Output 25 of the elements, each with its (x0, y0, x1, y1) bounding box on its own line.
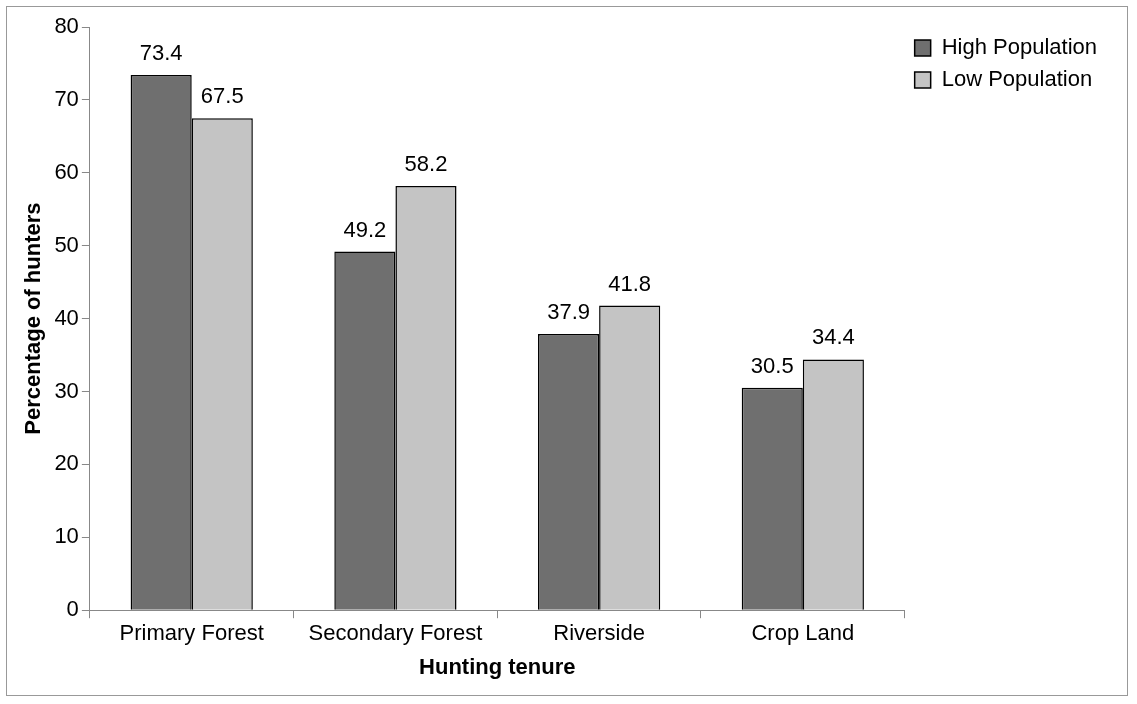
y-tick-label: 0 (66, 596, 79, 622)
x-tick-label: Crop Land (751, 620, 855, 646)
x-tick-label: Riverside (553, 620, 645, 646)
data-label: 34.4 (811, 324, 855, 350)
y-tick-label: 70 (54, 85, 79, 111)
y-tick-label: 60 (54, 158, 79, 184)
data-label: 30.5 (750, 352, 794, 378)
y-tick-label: 10 (54, 523, 79, 549)
y-tick-label: 80 (54, 13, 79, 39)
legend-label: Low Population (941, 66, 1093, 92)
data-label: 37.9 (547, 298, 590, 324)
y-tick-label: 20 (54, 450, 79, 476)
y-tick-label: 30 (54, 377, 79, 403)
x-tick-label: Secondary Forest (308, 620, 483, 646)
data-label: 73.4 (139, 40, 183, 66)
y-tick-label: 40 (54, 304, 79, 330)
legend-label: High Population (941, 34, 1098, 60)
x-axis-title: Hunting tenure (419, 653, 576, 679)
data-label: 49.2 (343, 216, 387, 242)
y-axis-title: Percentage of hunters (20, 202, 46, 435)
x-tick-label: Primary Forest (119, 620, 264, 646)
data-label: 67.5 (200, 83, 244, 109)
data-label: 41.8 (608, 270, 652, 296)
y-tick-label: 50 (54, 231, 79, 257)
data-label: 58.2 (404, 150, 448, 176)
